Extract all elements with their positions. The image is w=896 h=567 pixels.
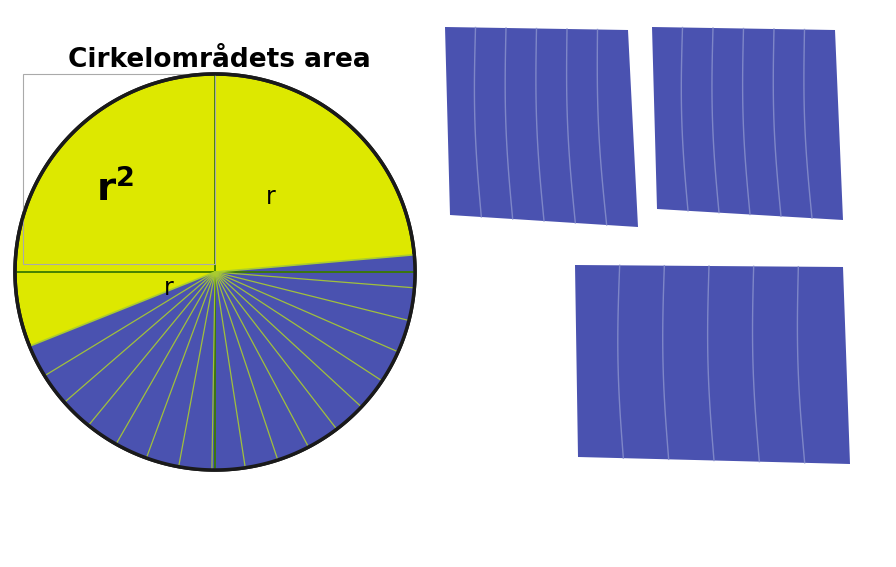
- Text: r: r: [164, 276, 174, 300]
- Polygon shape: [575, 265, 850, 464]
- Text: $\mathbf{r^2}$: $\mathbf{r^2}$: [96, 169, 134, 209]
- Polygon shape: [15, 74, 415, 470]
- Bar: [23, 74, 215, 264]
- Polygon shape: [30, 255, 415, 470]
- Polygon shape: [445, 27, 638, 227]
- Polygon shape: [652, 27, 843, 220]
- Text: Cirkelområdets area: Cirkelområdets area: [68, 47, 371, 73]
- Text: r: r: [266, 185, 276, 209]
